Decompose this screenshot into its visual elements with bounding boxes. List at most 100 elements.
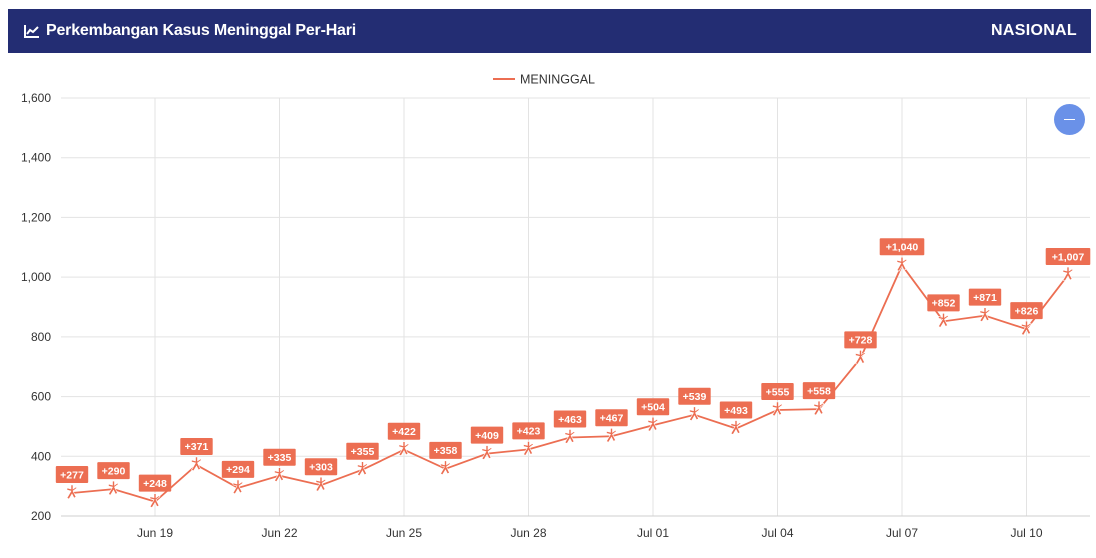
data-label: +422 [392,426,416,438]
data-label: +303 [309,462,333,474]
data-label-box [927,294,960,312]
data-point-marker [606,427,617,443]
data-point-marker [481,445,493,460]
data-point-marker [523,441,534,456]
data-label-box [97,462,130,480]
data-label-box [719,401,753,419]
data-label-box [138,474,172,492]
y-tick-label: 200 [31,509,51,523]
data-label-box [180,437,213,455]
data-label: +423 [517,426,541,438]
series-line-meninggal [71,263,1069,503]
data-label: +558 [807,385,831,397]
data-point-marker [1021,320,1032,336]
data-point-marker [315,476,327,492]
data-point-marker [274,467,285,483]
data-label-box [1010,302,1043,320]
data-label-box [470,426,504,444]
y-tick-label: 1,600 [21,91,51,105]
data-label: +852 [932,298,956,310]
data-label: +290 [102,465,126,477]
y-tick-label: 800 [31,330,51,344]
x-tick-label: Jul 04 [761,526,793,540]
region-label: NASIONAL [991,22,1077,39]
data-label-box [512,422,545,440]
data-label: +1,040 [886,242,919,254]
data-label-box [636,398,670,416]
data-label: +493 [724,405,748,417]
data-label-box [761,383,794,401]
data-point-marker [855,350,866,365]
data-point-marker [440,460,451,476]
legend-label: MENINGGAL [520,73,595,87]
y-tick-label: 400 [31,449,51,463]
data-label: +277 [60,469,84,481]
data-label-box [879,238,925,256]
data-point-marker [564,429,576,444]
data-label: +467 [600,413,624,425]
data-label-box [595,409,628,427]
data-point-marker [357,461,368,477]
data-label: +728 [849,335,873,347]
minus-icon [1064,118,1075,121]
data-point-marker [979,307,991,323]
x-tick-label: Jul 10 [1010,526,1042,540]
x-tick-label: Jun 22 [261,526,297,540]
line-chart-icon [24,24,40,38]
data-point-marker [66,484,78,500]
zoom-out-button[interactable] [1054,104,1085,135]
data-point-marker [772,401,783,417]
data-label: +871 [973,292,997,304]
data-point-marker [398,441,410,457]
data-point-marker [689,406,700,422]
y-tick-label: 600 [31,390,51,404]
data-label: +463 [558,414,582,426]
header-title-group: Perkembangan Kasus Meninggal Per-Hari [24,22,356,40]
chart-header: Perkembangan Kasus Meninggal Per-Hari NA… [8,9,1091,53]
data-label: +504 [641,402,665,414]
y-tick-label: 1,200 [21,210,51,224]
data-label: +335 [268,452,292,464]
data-label-box [304,458,338,476]
x-tick-label: Jun 19 [137,526,173,540]
data-point-marker [232,479,244,495]
data-point-marker [191,456,202,472]
data-point-marker [938,313,949,328]
data-label: +826 [1015,305,1039,317]
data-label-box [263,448,296,466]
data-label-box [429,441,462,459]
data-label-box [55,466,89,484]
data-point-marker [896,256,908,272]
data-label-box [387,422,421,440]
data-point-marker [647,416,659,432]
data-label: +1,007 [1052,251,1085,263]
data-label-box [553,410,587,428]
x-tick-label: Jul 01 [637,526,669,540]
y-tick-label: 1,400 [21,151,51,165]
data-label-box [968,288,1002,306]
data-label: +248 [143,478,167,490]
x-tick-label: Jun 28 [510,526,546,540]
data-label-box [678,387,711,405]
data-label: +355 [351,446,375,458]
data-label-box [221,460,255,478]
x-tick-label: Jun 25 [386,526,422,540]
page-title: Perkembangan Kasus Meninggal Per-Hari [46,22,357,39]
data-label: +358 [434,445,458,457]
data-label-box [802,382,836,400]
data-label-box [844,331,877,349]
data-label: +555 [766,386,790,398]
data-point-marker [108,480,119,496]
data-label-box [346,442,379,460]
data-point-marker [1062,266,1074,282]
data-label: +409 [475,430,499,442]
data-point-marker [813,400,825,416]
data-point-marker [149,493,161,509]
data-label: +371 [185,441,209,453]
y-tick-label: 1,000 [21,270,51,284]
data-label: +539 [683,391,707,403]
x-tick-label: Jul 07 [886,526,918,540]
data-label: +294 [226,464,250,476]
data-point-marker [730,420,742,435]
